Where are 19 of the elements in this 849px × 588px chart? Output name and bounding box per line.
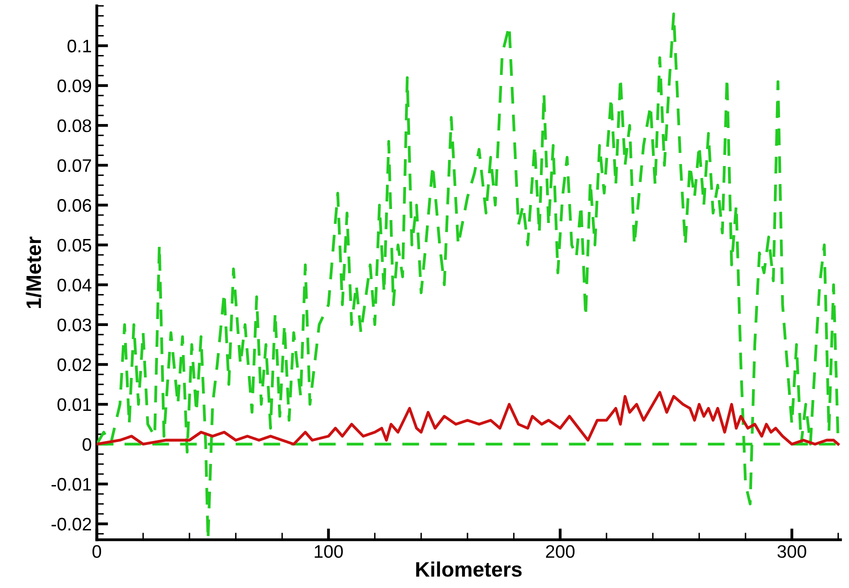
- y-tick-label: 0.02: [57, 358, 92, 372]
- y-tick-label: 0.1: [68, 40, 92, 52]
- y-tick-label: -0.01: [52, 478, 92, 491]
- y-tick-label: 0.04: [57, 278, 92, 292]
- y-tick-label: 0.07: [57, 159, 92, 172]
- y-tick-label: 0.05: [57, 238, 92, 252]
- y-tick-label: -0.02: [52, 518, 92, 531]
- y-tick-label: 0.09: [57, 80, 92, 92]
- x-tick-label: 100: [314, 545, 343, 558]
- x-axis-title: Kilometers: [416, 561, 522, 577]
- x-tick-label: 300: [777, 545, 806, 558]
- y-tick-label: 0: [82, 438, 92, 451]
- y-tick-label: 0.08: [57, 119, 92, 132]
- y-tick-label: 0.06: [57, 199, 92, 212]
- y-tick-label: 0.03: [57, 318, 92, 332]
- y-tick-label: 0.01: [57, 398, 92, 412]
- y-axis-title: 1/Meter: [26, 236, 42, 308]
- x-tick-label: 0: [92, 545, 102, 558]
- x-tick-label: 200: [546, 545, 575, 558]
